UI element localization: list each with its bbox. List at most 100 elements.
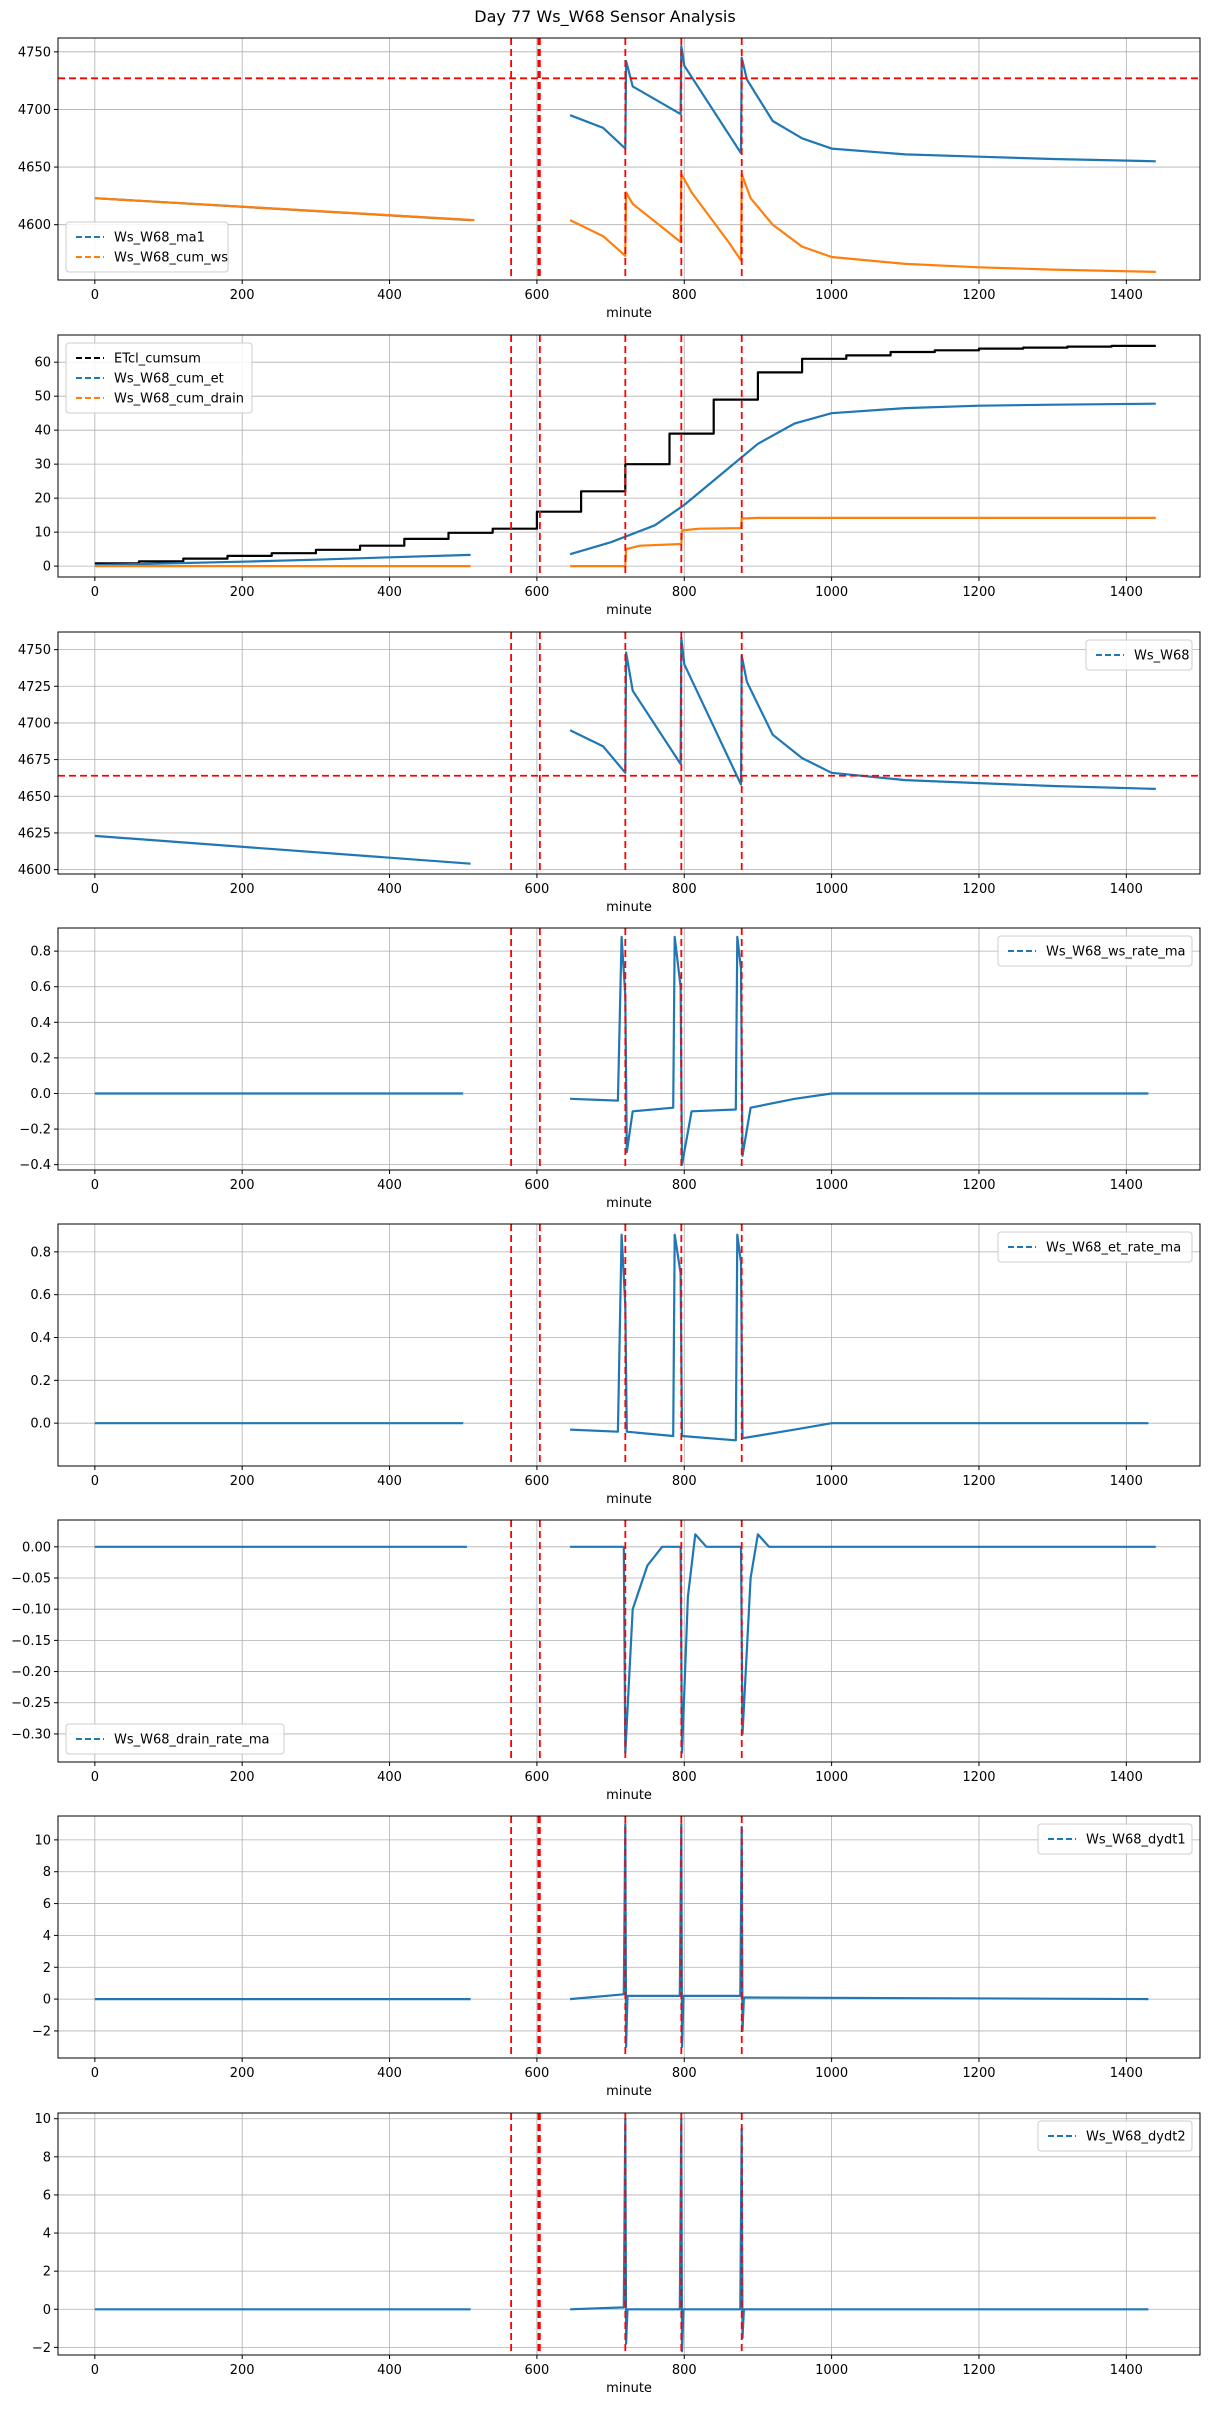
x-tick-label: 200 (230, 2066, 255, 2081)
series-group (94, 1224, 1149, 1466)
x-tick-label: 400 (377, 1178, 402, 1193)
legend-label: Ws_W68_cum_drain (114, 392, 244, 407)
legend-box (997, 1231, 1193, 1263)
x-tick-label: 800 (672, 585, 697, 600)
y-tick-label: −0.20 (11, 1665, 51, 1680)
x-tick-label: 200 (230, 1178, 255, 1193)
y-tick-label: 0.00 (22, 1540, 51, 1555)
x-tick-label: 600 (524, 2363, 549, 2378)
subplot-3: 0 200 400 600 800 1000 1200 1400 4600 4625 4650 467… (18, 631, 1201, 915)
x-tick-label: 600 (524, 585, 549, 600)
y-tick-label: 4600 (18, 218, 51, 233)
y-tick-label: 0 (43, 560, 51, 575)
x-tick-label: 1400 (1110, 2363, 1143, 2378)
y-tick-label: −0.05 (11, 1572, 51, 1587)
legend-label: Ws_W68_drain_rate_ma (114, 1733, 269, 1748)
x-axis-label: minute (606, 900, 652, 915)
y-tick-label: 4625 (18, 826, 51, 841)
legend-box (65, 1723, 285, 1755)
plot-frame (57, 334, 1201, 578)
x-tick-label: 0 (91, 1178, 99, 1193)
x-tick-label: 1200 (962, 1474, 995, 1489)
plot-frame (57, 1519, 1201, 1763)
y-tick-label: 4650 (18, 790, 51, 805)
y-tick-label: 0 (43, 1993, 51, 2008)
x-axis-label: minute (606, 603, 652, 618)
y-tick-label: 4725 (18, 680, 51, 695)
y-tick-label: 20 (34, 492, 51, 507)
legend-box (1085, 639, 1193, 671)
x-tick-label: 0 (91, 882, 99, 897)
y-tick-label: 0.0 (30, 1087, 51, 1102)
x-tick-label: 1000 (815, 1770, 848, 1785)
series-group (58, 38, 1200, 280)
y-tick-label: 2 (43, 2265, 51, 2280)
y-tick-label: 0.4 (30, 1016, 51, 1031)
x-axis-label: minute (606, 1788, 652, 1803)
x-tick-label: 800 (672, 1770, 697, 1785)
y-tick-label: −0.15 (11, 1634, 51, 1649)
x-tick-label: 1000 (815, 585, 848, 600)
y-tick-label: 4700 (18, 103, 51, 118)
plot-frame (57, 1815, 1201, 2059)
legend: Ws_W68_et_rate_ma (997, 1231, 1193, 1263)
legend-label: Ws_W68_ws_rate_ma (1046, 945, 1185, 960)
x-tick-label: 800 (672, 1474, 697, 1489)
x-tick-label: 800 (672, 882, 697, 897)
y-tick-label: 8 (43, 2150, 51, 2165)
y-tick-label: 0.0 (30, 1417, 51, 1432)
y-tick-label: −0.25 (11, 1696, 51, 1711)
y-tick-label: 0 (43, 2303, 51, 2318)
series-group (94, 2113, 1149, 2355)
y-tick-label: 60 (34, 356, 51, 371)
plot-frame (57, 37, 1201, 281)
x-tick-label: 1200 (962, 882, 995, 897)
y-tick-label: −0.4 (19, 1158, 51, 1173)
legend-label: Ws_W68 (1134, 649, 1190, 664)
series-line-Ws_W68_cum_drain (94, 516, 1156, 568)
x-tick-label: 1000 (815, 1474, 848, 1489)
x-tick-label: 1000 (815, 2363, 848, 2378)
x-tick-label: 600 (524, 288, 549, 303)
x-tick-label: 0 (91, 1474, 99, 1489)
series-group (58, 632, 1200, 874)
y-tick-label: 0.8 (30, 1245, 51, 1260)
subplot-5: 0 200 400 600 800 1000 1200 1400 0.0 0.2 0.4 0.6 0.8… (30, 1223, 1201, 1507)
x-tick-label: 1200 (962, 2066, 995, 2081)
y-tick-label: −0.2 (19, 1123, 51, 1138)
x-tick-label: 1400 (1110, 1178, 1143, 1193)
y-tick-label: −0.30 (11, 1727, 51, 1742)
y-tick-label: 4650 (18, 161, 51, 176)
x-tick-label: 600 (524, 1178, 549, 1193)
x-tick-label: 800 (672, 2066, 697, 2081)
x-tick-label: 400 (377, 288, 402, 303)
x-tick-label: 0 (91, 585, 99, 600)
x-tick-label: 1400 (1110, 1770, 1143, 1785)
y-tick-label: 10 (34, 2112, 51, 2127)
y-tick-label: 8 (43, 1865, 51, 1880)
x-tick-label: 200 (230, 1474, 255, 1489)
x-tick-label: 200 (230, 882, 255, 897)
y-tick-label: 30 (34, 458, 51, 473)
y-tick-label: 50 (34, 390, 51, 405)
legend: Ws_W68_dydt2 (1037, 2120, 1193, 2152)
series-line-Ws_W68_et_rate_ma (94, 1233, 1149, 1442)
y-tick-label: 4600 (18, 863, 51, 878)
subplot-6: 0 200 400 600 800 1000 1200 1400 0.00 −0.05 −0.10 −… (11, 1519, 1201, 1803)
subplot-7: 0 200 400 600 800 1000 1200 1400 −2 0 2 4 6 8 10 minute… (32, 1815, 1201, 2099)
legend-label: Ws_W68_dydt1 (1086, 1833, 1186, 1848)
legend-box (65, 221, 229, 273)
x-tick-label: 1200 (962, 1178, 995, 1193)
subplot-2: 0 200 400 600 800 1000 1200 1400 0 10 20 30 40 50 60 mi… (34, 334, 1201, 618)
y-tick-label: 4 (43, 2227, 51, 2242)
legend: Ws_W68 (1085, 639, 1193, 671)
y-tick-label: 0.8 (30, 945, 51, 960)
series-group (94, 335, 1156, 577)
x-tick-label: 0 (91, 2066, 99, 2081)
y-tick-label: 2 (43, 1961, 51, 1976)
legend: Ws_W68_ma1 Ws_W68_cum_ws (65, 221, 229, 273)
x-tick-label: 400 (377, 1474, 402, 1489)
series-group (94, 1520, 1156, 1762)
x-axis-label: minute (606, 2381, 652, 2396)
